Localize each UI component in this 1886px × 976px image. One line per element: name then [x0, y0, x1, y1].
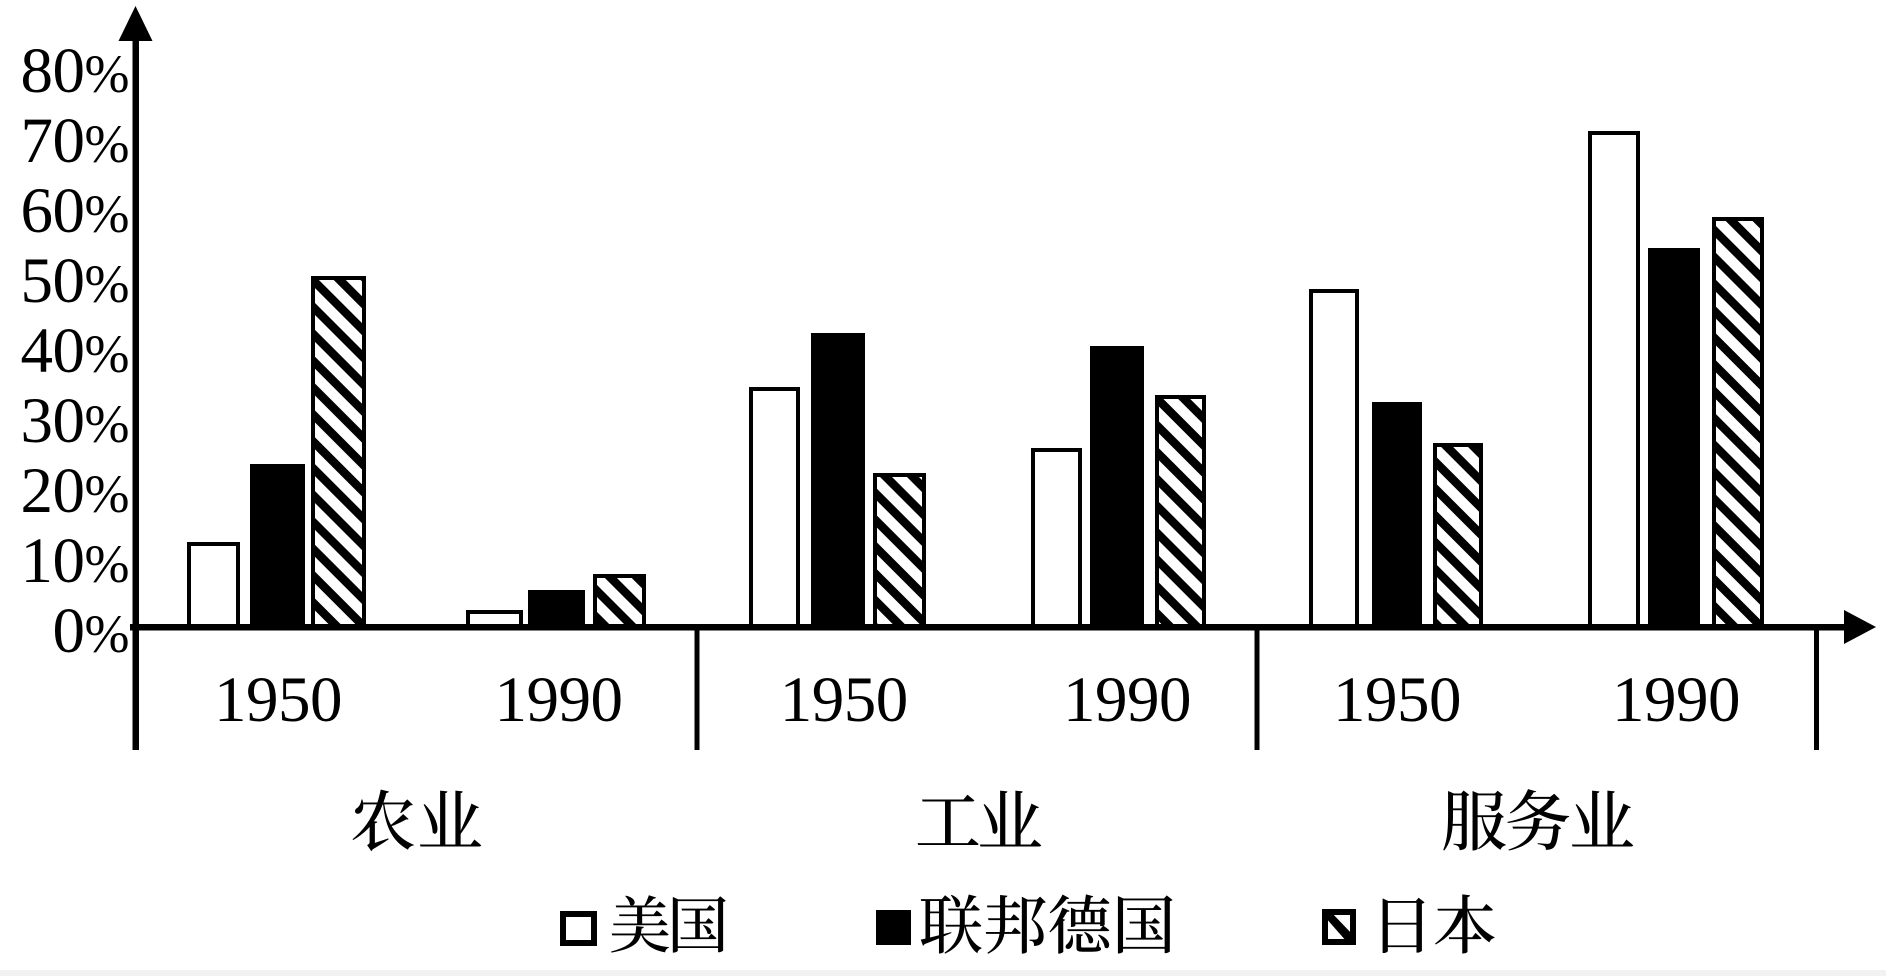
- svg-text:1990: 1990: [1612, 664, 1740, 736]
- svg-text:30%: 30%: [21, 385, 129, 457]
- svg-text:50%: 50%: [21, 245, 129, 317]
- svg-text:80%: 80%: [21, 35, 129, 107]
- svg-text:70%: 70%: [21, 105, 129, 177]
- svg-text:20%: 20%: [21, 455, 129, 527]
- svg-text:1950: 1950: [214, 664, 342, 736]
- svg-text:1950: 1950: [1333, 664, 1461, 736]
- svg-text:1990: 1990: [495, 664, 623, 736]
- svg-text:60%: 60%: [21, 175, 129, 247]
- svg-text:40%: 40%: [21, 315, 129, 387]
- svg-text:0%: 0%: [53, 595, 129, 667]
- svg-text:1950: 1950: [780, 664, 908, 736]
- svg-text:10%: 10%: [21, 525, 129, 597]
- svg-text:1990: 1990: [1063, 664, 1191, 736]
